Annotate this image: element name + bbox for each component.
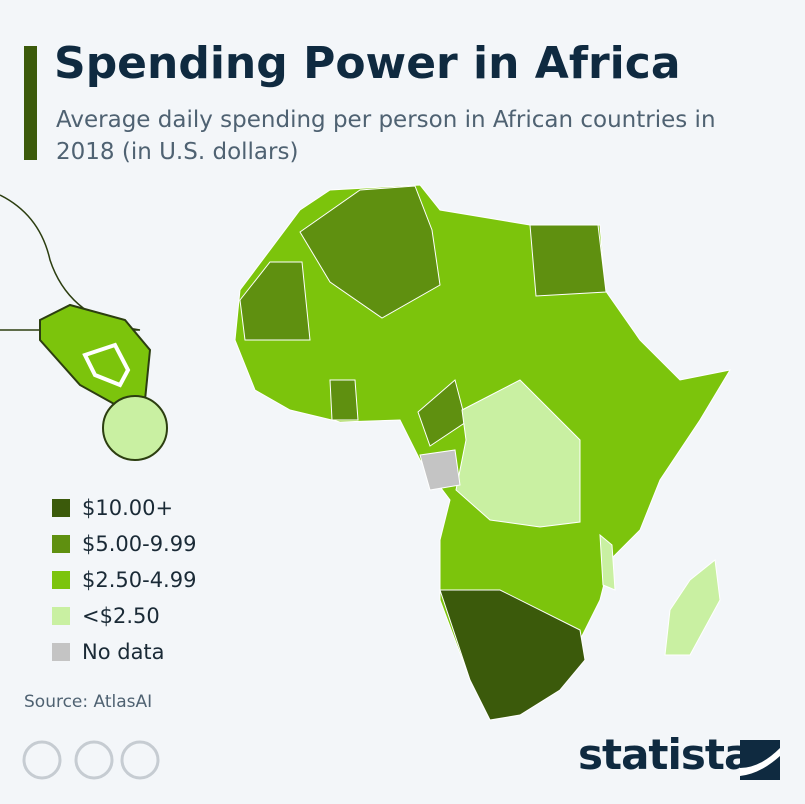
region	[329, 379, 359, 421]
region	[299, 185, 441, 319]
inset-detail	[82, 342, 131, 388]
region	[419, 449, 461, 491]
legend-swatch	[52, 643, 70, 661]
brand-icon	[740, 740, 780, 780]
inset-circle	[102, 395, 168, 461]
legend-label: $10.00+	[82, 496, 174, 520]
legend-label: $2.50-4.99	[82, 568, 197, 592]
region	[664, 559, 721, 656]
region	[599, 533, 616, 591]
subtitle: Average daily spending per person in Afr…	[56, 107, 716, 165]
legend-item: $2.50-4.99	[52, 562, 196, 598]
legend-item: <$2.50	[52, 598, 196, 634]
legend-item: $10.00+	[52, 490, 196, 526]
license-icons	[22, 740, 160, 780]
legend-label: $5.00-9.99	[82, 532, 197, 556]
legend-swatch	[52, 535, 70, 553]
brand-logo: statista	[578, 730, 752, 779]
legend-label: No data	[82, 640, 165, 664]
region	[239, 261, 311, 341]
inset-region	[39, 303, 152, 412]
legend-swatch	[52, 607, 70, 625]
legend-swatch	[52, 571, 70, 589]
title: Spending Power in Africa	[54, 38, 681, 89]
legend-item: $5.00-9.99	[52, 526, 196, 562]
region	[529, 224, 607, 297]
region	[439, 589, 586, 721]
legend: $10.00+ $5.00-9.99 $2.50-4.99 <$2.50 No data	[52, 490, 196, 670]
icon	[22, 740, 62, 780]
legend-swatch	[52, 499, 70, 517]
legend-item: No data	[52, 634, 196, 670]
accent-bar	[24, 46, 37, 160]
source: Source: AtlasAI	[24, 692, 153, 712]
icon	[120, 740, 160, 780]
region	[455, 379, 581, 528]
icon	[74, 740, 114, 780]
legend-label: <$2.50	[82, 604, 160, 628]
